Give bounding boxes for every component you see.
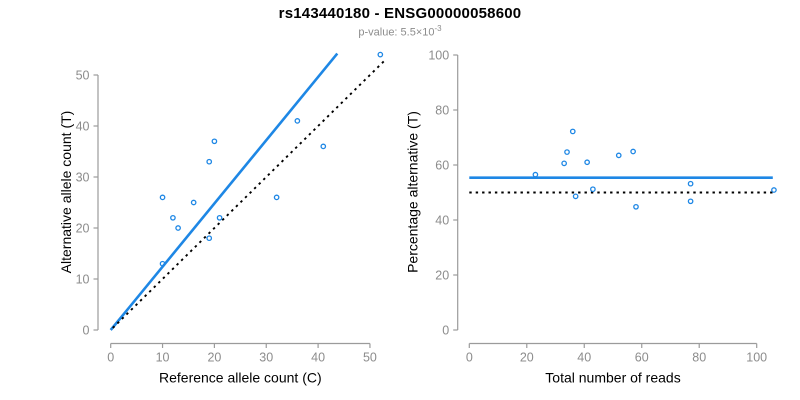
data-point bbox=[771, 187, 777, 193]
plot-subtitle: p-value: 5.5×10-3 bbox=[0, 24, 800, 39]
y-axis-title: Alternative allele count (T) bbox=[58, 111, 74, 274]
data-point bbox=[206, 235, 213, 242]
data-point bbox=[211, 138, 218, 145]
x-tick-label: 0 bbox=[107, 351, 114, 365]
x-axis-title: Total number of reads bbox=[545, 370, 680, 386]
left-scatter-plot: 0 10 20 30 40 50 0 10 20 30 40 50 Reference allele c… bbox=[58, 51, 388, 386]
x-tick-label: 0 bbox=[466, 351, 473, 365]
data-point bbox=[572, 193, 579, 200]
data-point bbox=[175, 225, 181, 231]
data-point bbox=[630, 148, 636, 155]
data-point bbox=[273, 194, 280, 201]
x-tick-label: 100 bbox=[746, 351, 767, 365]
y-tick-label: 0 bbox=[442, 324, 449, 338]
y-tick-label: 40 bbox=[76, 120, 90, 134]
x-tick-label: 50 bbox=[363, 351, 377, 365]
fit-line bbox=[109, 52, 339, 331]
data-point bbox=[206, 158, 213, 165]
x-tick-label: 30 bbox=[259, 351, 273, 365]
data-point bbox=[687, 198, 694, 205]
data-point bbox=[320, 143, 327, 150]
x-tick-label: 20 bbox=[520, 351, 534, 365]
data-point bbox=[584, 159, 590, 166]
pvalue-exponent: -3 bbox=[434, 24, 442, 33]
data-point bbox=[170, 214, 176, 221]
y-tick-label: 100 bbox=[428, 49, 449, 63]
y-tick-label: 0 bbox=[83, 324, 90, 338]
y-tick-label: 80 bbox=[435, 104, 449, 118]
y-tick-label: 50 bbox=[76, 69, 90, 83]
right-scatter-plot: 0 20 40 60 80 100 0 20 40 60 80 100 Total number of … bbox=[405, 49, 777, 386]
data-point bbox=[190, 199, 197, 206]
y-tick-label: 40 bbox=[435, 214, 449, 228]
data-point bbox=[633, 203, 639, 210]
y-tick-label: 10 bbox=[76, 273, 90, 287]
y-axis-title: Percentage alternative (T) bbox=[405, 111, 421, 273]
data-point bbox=[687, 180, 694, 187]
y-tick-label: 60 bbox=[435, 159, 449, 173]
x-tick-label: 80 bbox=[692, 351, 706, 365]
data-point bbox=[564, 149, 570, 155]
y-tick-label: 30 bbox=[76, 171, 90, 185]
x-tick-label: 40 bbox=[577, 351, 591, 365]
x-axis-title: Reference allele count (C) bbox=[159, 370, 322, 386]
data-point bbox=[294, 118, 301, 124]
data-point bbox=[569, 128, 576, 135]
data-point bbox=[159, 194, 166, 201]
x-tick-label: 40 bbox=[311, 351, 325, 365]
x-tick-label: 60 bbox=[635, 351, 649, 365]
identity-line bbox=[112, 58, 388, 329]
y-tick-label: 20 bbox=[435, 269, 449, 283]
x-tick-label: 10 bbox=[156, 351, 170, 365]
data-point bbox=[159, 260, 166, 267]
plot-title: rs143440180 - ENSG00000058600 bbox=[278, 5, 522, 22]
y-tick-label: 20 bbox=[76, 222, 90, 236]
data-point bbox=[377, 51, 384, 58]
data-point bbox=[216, 214, 223, 221]
pvalue-text: p-value: 5.5×10 bbox=[358, 26, 435, 39]
data-point bbox=[532, 171, 539, 178]
data-point bbox=[590, 186, 596, 193]
data-point bbox=[561, 160, 567, 167]
x-tick-label: 20 bbox=[207, 351, 221, 365]
data-point bbox=[615, 152, 622, 159]
